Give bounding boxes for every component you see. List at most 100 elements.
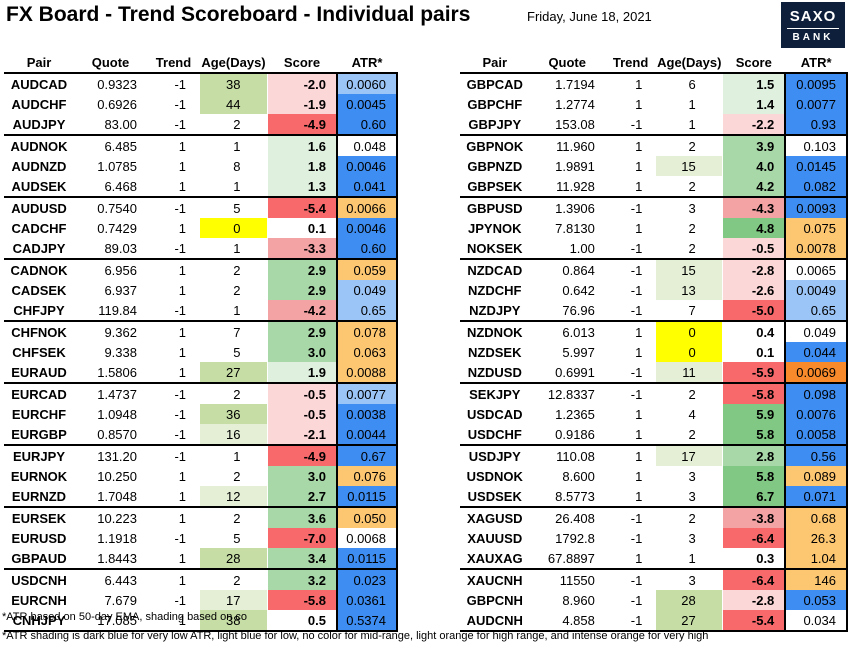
pair-cell: NZDUSD <box>460 362 530 384</box>
atr-cell: 0.034 <box>784 610 848 632</box>
table-row: EURUSD 1.1918 -1 5 -7.0 0.0068 <box>4 528 398 548</box>
atr-cell: 0.089 <box>784 466 848 486</box>
score-cell: 1.4 <box>721 94 786 114</box>
age-cell: 1 <box>200 238 267 260</box>
table-row: CADNOK 6.956 1 2 2.9 0.059 <box>4 259 398 280</box>
quote-cell: 9.362 <box>104 324 137 340</box>
pair-cell: NZDCHF <box>468 282 522 298</box>
trend-cell: -1 <box>630 386 643 402</box>
score-cell: -4.9 <box>266 445 337 466</box>
table-row: GBPCAD 1.7194 1 6 1.5 0.0095 <box>460 73 848 94</box>
quote-cell: 10.223 <box>97 510 137 526</box>
age-cell: 1 <box>688 96 696 112</box>
score-cell: -6.4 <box>721 569 786 590</box>
age-cell: 16 <box>200 424 267 446</box>
pair-cell: USDSEK <box>460 486 530 508</box>
table-row: CADCHF 0.7429 1 0 0.1 0.0046 <box>4 218 398 238</box>
col-header-age: Age(Days) <box>656 52 723 74</box>
table-row: AUDCNH 4.858 -1 27 -5.4 0.034 <box>460 610 848 632</box>
atr-cell: 0.0045 <box>336 94 398 114</box>
trend-cell: -1 <box>174 386 186 402</box>
age-cell: 17 <box>656 445 723 466</box>
logo-divider <box>787 28 839 29</box>
col-header-pair: Pair <box>4 52 74 74</box>
pair-cell: CADNOK <box>10 262 68 278</box>
age-cell: 36 <box>200 404 267 424</box>
pair-cell: AUDUSD <box>11 200 67 216</box>
score-cell: -3.8 <box>721 507 786 528</box>
table-row: USDCNH 6.443 1 2 3.2 0.023 <box>4 569 398 590</box>
score-cell: -5.0 <box>721 300 786 322</box>
atr-cell: 0.078 <box>336 321 398 342</box>
pair-cell: CNHJPY <box>4 610 74 632</box>
table-row: USDSEK 8.5773 1 3 6.7 0.071 <box>460 486 848 508</box>
age-cell: 2 <box>233 572 241 588</box>
age-cell: 0 <box>656 342 723 362</box>
age-cell: 5 <box>233 200 241 216</box>
header-row: Pair Quote Trend Age(Days) Score ATR* <box>460 52 847 74</box>
col-header-score: Score <box>722 52 786 74</box>
table-row: EURNZD 1.7048 1 12 2.7 0.0115 <box>4 486 398 508</box>
table-row: CHFNOK 9.362 1 7 2.9 0.078 <box>4 321 398 342</box>
trend-cell: 1 <box>635 344 643 360</box>
atr-cell: 0.075 <box>784 218 848 238</box>
trend-cell: 1 <box>604 548 657 570</box>
age-cell: 5 <box>233 344 241 360</box>
pair-cell: EURSEK <box>11 510 67 526</box>
table-row: GBPUSD 1.3906 -1 3 -4.3 0.0093 <box>460 197 848 218</box>
atr-cell: 0.0078 <box>784 238 848 260</box>
trend-cell: -1 <box>630 592 643 608</box>
table-row: AUDUSD 0.7540 -1 5 -5.4 0.0066 <box>4 197 398 218</box>
table-row: USDJPY 110.08 1 17 2.8 0.56 <box>460 445 848 466</box>
trend-cell: 1 <box>635 158 643 174</box>
pair-cell: XAUXAG <box>460 548 530 570</box>
pair-cell: EURJPY <box>12 448 66 464</box>
table-row: AUDSEK 6.468 1 1 1.3 0.041 <box>4 176 398 198</box>
age-cell: 17 <box>200 590 267 610</box>
atr-cell: 0.071 <box>784 486 848 508</box>
age-cell: 7 <box>656 300 723 322</box>
age-cell: 38 <box>200 610 267 632</box>
age-cell: 2 <box>233 386 241 402</box>
age-cell: 15 <box>656 259 723 280</box>
trend-cell: 1 <box>178 572 186 588</box>
age-cell: 2 <box>233 282 241 298</box>
table-row: EURNOK 10.250 1 2 3.0 0.076 <box>4 466 398 486</box>
table-row: XAUUSD 1792.8 -1 3 -6.4 26.3 <box>460 528 848 548</box>
atr-cell: 0.65 <box>336 300 398 322</box>
quote-cell: 0.9186 <box>529 424 605 446</box>
score-cell: -5.9 <box>721 362 786 384</box>
score-cell: -2.1 <box>266 424 337 446</box>
table-row: JPYNOK 7.8130 1 2 4.8 0.075 <box>460 218 848 238</box>
col-header-atr: ATR* <box>337 52 397 74</box>
atr-cell: 0.0077 <box>784 94 848 114</box>
quote-cell: 6.956 <box>104 262 137 278</box>
trend-cell: -1 <box>174 96 186 112</box>
trend-cell: -1 <box>147 424 200 446</box>
atr-cell: 0.0095 <box>784 73 848 94</box>
pair-cell: EURCAD <box>11 386 67 402</box>
trend-cell: -1 <box>630 282 643 298</box>
quote-cell: 1.0948 <box>97 406 137 422</box>
quote-cell: 76.96 <box>529 300 605 322</box>
table-row: CADJPY 89.03 -1 1 -3.3 0.60 <box>4 238 398 260</box>
atr-cell: 0.044 <box>784 342 848 362</box>
atr-cell: 0.0115 <box>336 548 398 570</box>
pair-cell: AUDCHF <box>11 96 67 112</box>
pair-cell: GBPCAD <box>466 76 523 92</box>
quote-cell: 0.6926 <box>97 96 137 112</box>
table-row: NOKSEK 1.00 -1 2 -0.5 0.0078 <box>460 238 848 260</box>
age-cell: 27 <box>656 610 723 632</box>
atr-cell: 0.0038 <box>336 404 398 424</box>
atr-cell: 0.0361 <box>336 590 398 610</box>
atr-cell: 0.60 <box>336 238 398 260</box>
age-cell: 3 <box>688 200 696 216</box>
age-cell: 8 <box>233 158 241 174</box>
pair-cell: AUDCAD <box>10 76 68 92</box>
atr-cell: 0.063 <box>336 342 398 362</box>
table-row: GBPSEK 11.928 1 2 4.2 0.082 <box>460 176 848 198</box>
table-row: XAUCNH 11550 -1 3 -6.4 146 <box>460 569 848 590</box>
pair-cell: AUDCNH <box>460 610 530 632</box>
atr-cell: 0.050 <box>336 507 398 528</box>
trend-cell: -1 <box>174 530 186 546</box>
